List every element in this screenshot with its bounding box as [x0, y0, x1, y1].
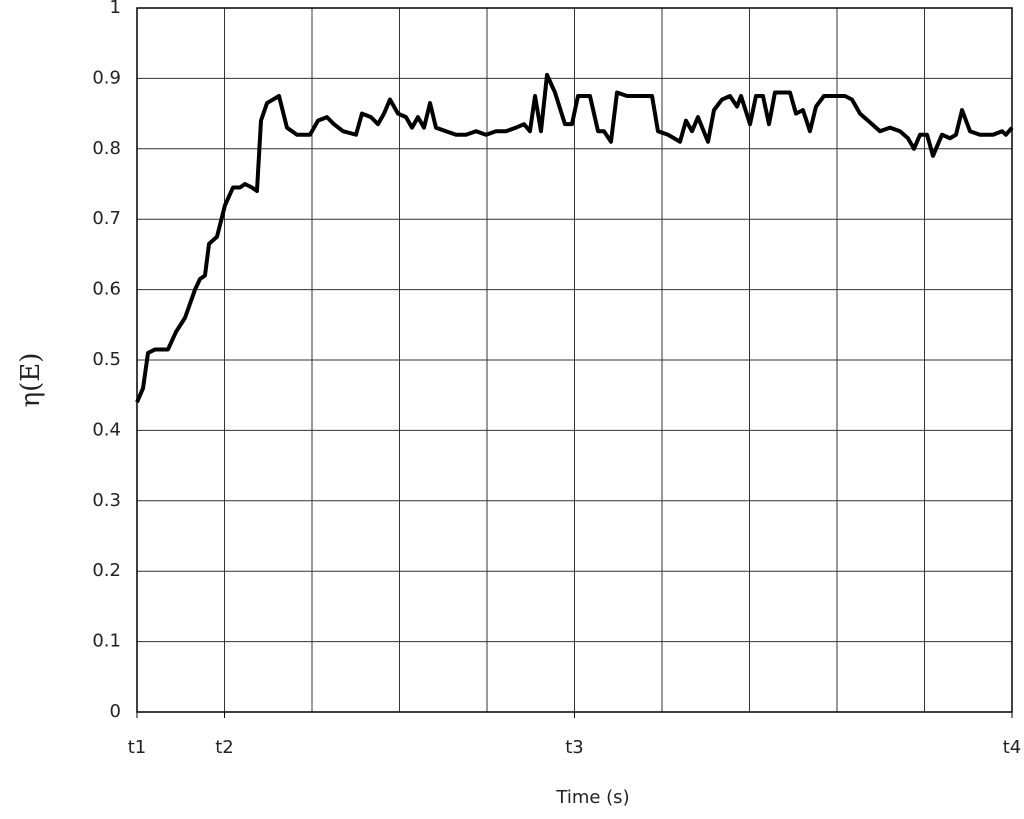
y-tick-label: 0: [110, 701, 121, 722]
x-axis-label: Time (s): [555, 787, 629, 808]
x-tick-label: t2: [215, 737, 234, 758]
data-line: [135, 72, 1014, 404]
y-tick-label: 0.4: [92, 419, 121, 440]
y-tick-label: 0.6: [92, 279, 121, 300]
y-tick-label: 0.9: [92, 67, 121, 88]
y-tick-label: 0.7: [92, 208, 121, 229]
x-tick-label: t1: [128, 737, 147, 758]
x-tick-label: t4: [1003, 737, 1022, 758]
x-tick-label: t3: [565, 737, 584, 758]
y-tick-label: 1: [110, 0, 121, 18]
y-axis-label: η(E): [16, 353, 46, 408]
y-tick-label: 0.2: [92, 560, 121, 581]
y-tick-label: 0.1: [92, 631, 121, 652]
y-tick-label: 0.5: [92, 349, 121, 370]
plot-frame: [136, 7, 1013, 713]
y-tick-label: 0.3: [92, 490, 121, 511]
y-tick-label: 0.8: [92, 138, 121, 159]
